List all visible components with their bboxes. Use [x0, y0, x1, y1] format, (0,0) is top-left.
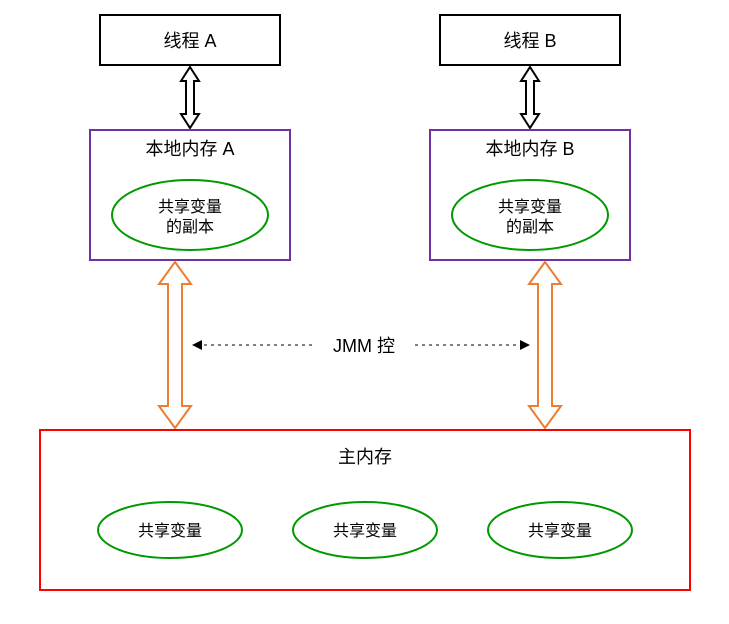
- arrow-thread-local-b: [521, 67, 539, 128]
- main-memory-box: 主内存 共享变量 共享变量 共享变量: [40, 430, 690, 590]
- thread-b-box: 线程 B: [440, 15, 620, 65]
- jmm-label: JMM 控: [333, 336, 395, 356]
- local-a-ellipse-line1: 共享变量: [158, 198, 222, 216]
- arrow-local-main-b: [529, 262, 561, 428]
- local-b-ellipse-line1: 共享变量: [498, 198, 562, 216]
- shared-var-1-label: 共享变量: [138, 522, 202, 540]
- local-memory-a-box: 本地内存 A 共享变量 的副本: [90, 130, 290, 260]
- local-memory-b-box: 本地内存 B 共享变量 的副本: [430, 130, 630, 260]
- thread-a-box: 线程 A: [100, 15, 280, 65]
- local-b-title: 本地内存 B: [485, 139, 574, 159]
- shared-var-3-label: 共享变量: [528, 522, 592, 540]
- arrow-local-main-a: [159, 262, 191, 428]
- local-a-title: 本地内存 A: [145, 139, 234, 159]
- shared-var-2-label: 共享变量: [333, 522, 397, 540]
- local-b-ellipse-line2: 的副本: [506, 218, 554, 236]
- jmm-diagram: 线程 A 线程 B 本地内存 A 共享变量 的副本 本地内存 B 共享变量 的副…: [0, 0, 729, 624]
- dashed-arrow-left: [192, 340, 312, 350]
- arrow-thread-local-a: [181, 67, 199, 128]
- main-memory-title: 主内存: [338, 447, 392, 467]
- thread-a-label: 线程 A: [163, 31, 216, 51]
- dashed-arrow-right: [415, 340, 530, 350]
- thread-b-label: 线程 B: [503, 31, 556, 51]
- local-a-ellipse-line2: 的副本: [166, 218, 214, 236]
